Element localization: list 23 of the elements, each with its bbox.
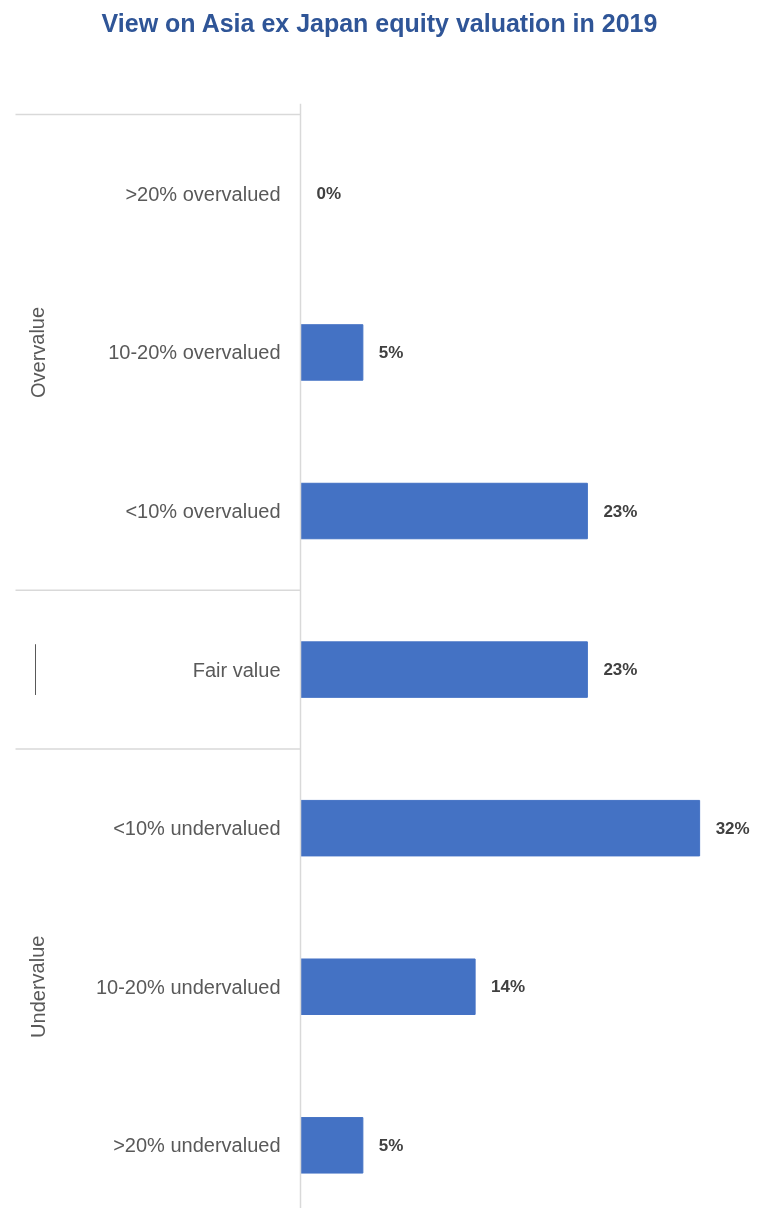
- chart-title: View on Asia ex Japan equity valuation in 2019: [101, 8, 658, 39]
- y-tick-label: >20% overvalued: [125, 182, 281, 205]
- bar: [300, 641, 588, 698]
- data-label: 14%: [491, 977, 526, 997]
- bar: [300, 958, 476, 1015]
- data-label: 23%: [603, 501, 638, 521]
- text: Overvalue: [26, 306, 49, 399]
- y-tick-label: 10-20% undervalued: [95, 975, 281, 998]
- data-label: 23%: [603, 660, 638, 680]
- bar: [300, 324, 364, 381]
- y-tick-label: <10% undervalued: [113, 817, 281, 840]
- text: Undervalue: [26, 935, 49, 1038]
- bar: [300, 1117, 364, 1174]
- y-tick-label: >20% undervalued: [113, 1134, 281, 1157]
- y-tick-label: <10% overvalued: [125, 500, 281, 523]
- y-tick-label: Fair value: [192, 658, 281, 681]
- bar: [300, 799, 701, 857]
- data-label: 5%: [378, 1135, 404, 1155]
- bar: [300, 482, 588, 540]
- data-label: 5%: [378, 342, 404, 362]
- data-label: 0%: [316, 184, 342, 204]
- data-label: 32%: [715, 818, 750, 838]
- y-tick-label: 10-20% overvalued: [108, 341, 281, 364]
